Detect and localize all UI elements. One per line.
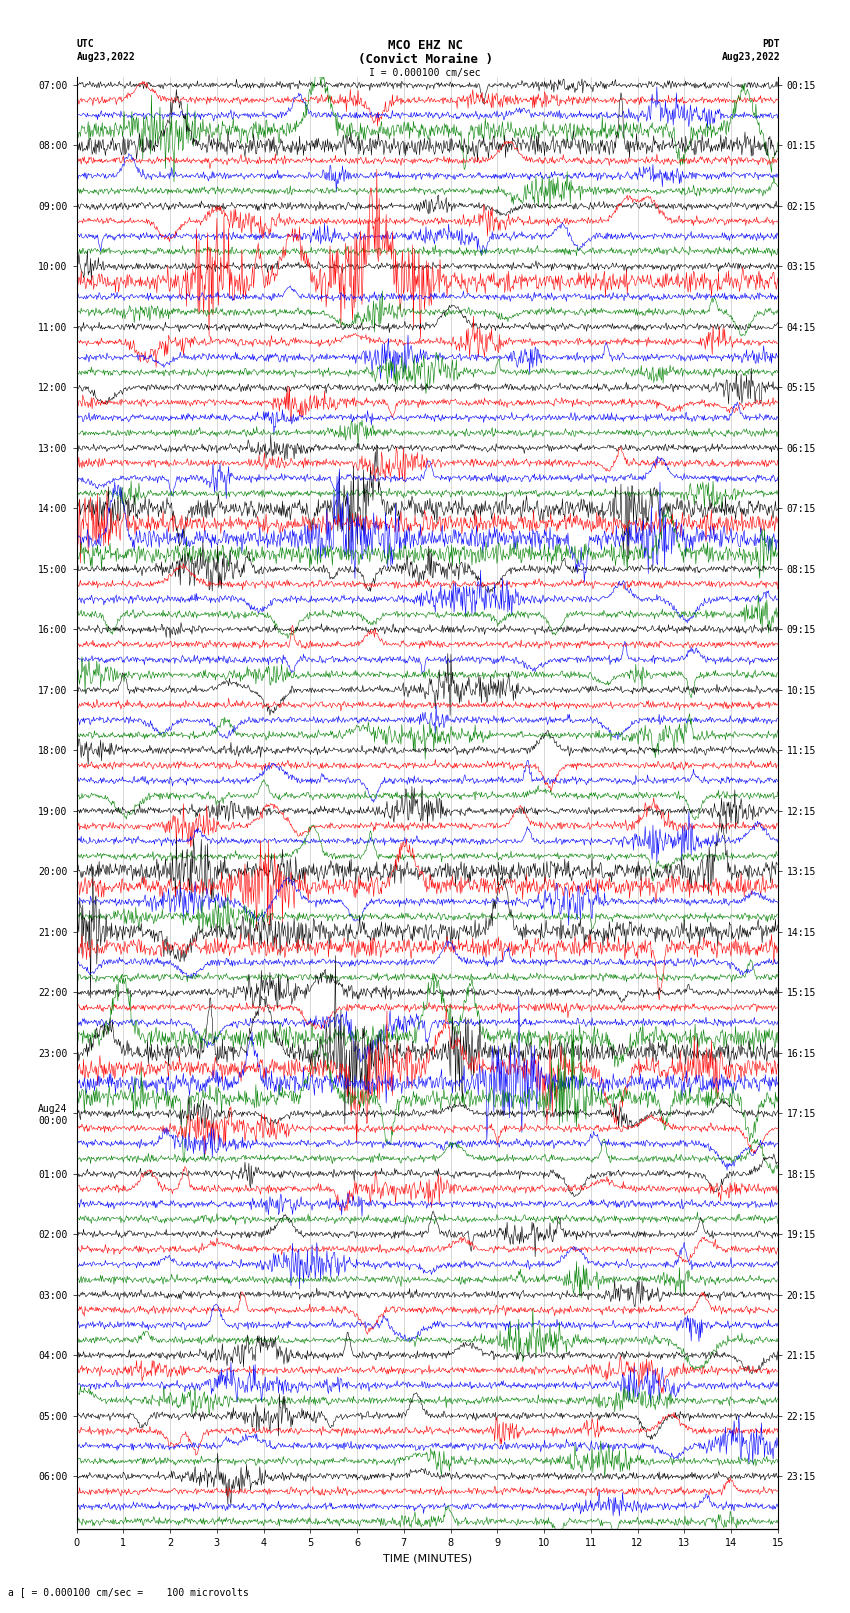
X-axis label: TIME (MINUTES): TIME (MINUTES) <box>382 1553 472 1563</box>
Text: UTC: UTC <box>76 39 94 48</box>
Text: MCO EHZ NC: MCO EHZ NC <box>388 39 462 52</box>
Text: (Convict Moraine ): (Convict Moraine ) <box>358 53 492 66</box>
Text: a [ = 0.000100 cm/sec =    100 microvolts: a [ = 0.000100 cm/sec = 100 microvolts <box>8 1587 249 1597</box>
Text: I = 0.000100 cm/sec: I = 0.000100 cm/sec <box>369 68 481 77</box>
Text: Aug23,2022: Aug23,2022 <box>722 52 780 61</box>
Text: PDT: PDT <box>762 39 780 48</box>
Text: Aug23,2022: Aug23,2022 <box>76 52 135 61</box>
